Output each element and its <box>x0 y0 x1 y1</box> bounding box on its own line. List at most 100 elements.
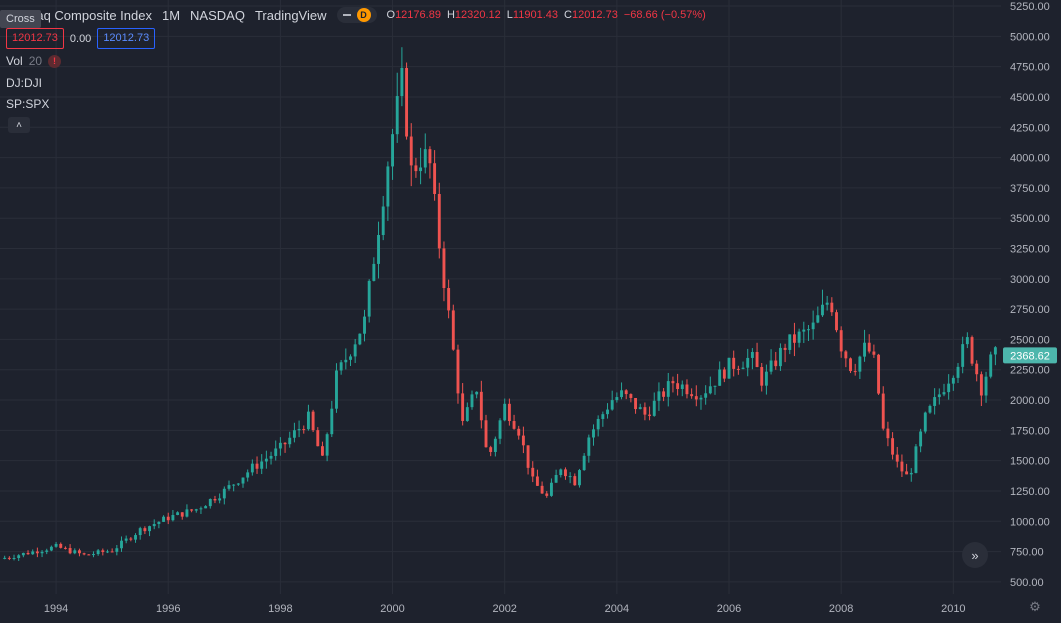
candle-body <box>451 310 455 350</box>
candle-body <box>171 514 175 521</box>
candle-body <box>166 516 170 521</box>
candle-body <box>535 476 539 486</box>
price-boxes: 12012.73 0.00 12012.73 <box>6 28 156 49</box>
compare-symbol-spx[interactable]: SP:SPX <box>6 97 49 111</box>
volume-indicator[interactable]: Vol 20 ! <box>6 54 62 68</box>
candle-body <box>218 498 222 501</box>
candles <box>3 47 997 561</box>
candle-body <box>624 390 628 395</box>
candle-body <box>311 411 315 431</box>
candle-body <box>306 411 310 430</box>
candle-body <box>732 357 736 369</box>
candle-body <box>227 485 231 489</box>
candle-body <box>35 551 39 554</box>
candle-body <box>676 383 680 389</box>
warning-icon[interactable]: ! <box>48 54 62 68</box>
chart-legend: Nasdaq Composite Index 1M NASDAQ Trading… <box>6 6 706 24</box>
candle-body <box>564 469 567 477</box>
gear-icon[interactable]: ⚙ <box>1029 599 1041 614</box>
symbol-title[interactable]: Nasdaq Composite Index <box>6 7 152 23</box>
candle-body <box>405 67 409 137</box>
candle-body <box>321 446 324 456</box>
price-tick-label: 500.00 <box>1010 577 1044 589</box>
candle-body <box>339 362 343 371</box>
candle-body <box>792 334 796 343</box>
interval-label[interactable]: 1M <box>161 7 181 23</box>
candle-body <box>391 134 394 167</box>
price-tick-label: 4250.00 <box>1010 122 1050 134</box>
candle-body <box>456 349 460 394</box>
candle-body <box>479 391 483 421</box>
candle-body <box>7 557 11 559</box>
price-tick-label: 2500.00 <box>1010 334 1050 346</box>
buy-price-button[interactable]: 12012.73 <box>97 28 156 49</box>
candle-body <box>250 463 254 473</box>
candle-body <box>979 374 983 396</box>
price-tick-label: 750.00 <box>1010 547 1044 559</box>
candle-body <box>961 344 965 367</box>
candle-body <box>395 96 399 135</box>
candle-body <box>269 455 273 459</box>
chevron-up-icon: ˄ <box>16 119 22 131</box>
time-axis: 1994 1996 1998 2000 2002 2004 2006 2008 2010 <box>44 603 966 615</box>
price-tick-label: 4500.00 <box>1010 92 1050 104</box>
price-tick-label: 1250.00 <box>1010 486 1050 498</box>
data-source-badge[interactable]: D <box>336 7 377 23</box>
candle-body <box>82 553 86 555</box>
candle-body <box>951 377 955 384</box>
candle-body <box>643 407 647 415</box>
candle-body <box>554 475 558 483</box>
collapse-legend-button[interactable]: ˄ <box>8 117 30 133</box>
candle-body <box>615 397 619 401</box>
candle-body <box>620 390 623 398</box>
candle-body <box>344 359 348 363</box>
candle-body <box>199 508 203 510</box>
exchange-label: NASDAQ <box>190 7 245 23</box>
last-price-label: 2368.62 <box>1010 350 1050 362</box>
candle-body <box>606 409 609 415</box>
candle-body <box>447 288 451 311</box>
sell-price-button[interactable]: 12012.73 <box>6 28 64 49</box>
candle-body <box>708 386 712 394</box>
candle-body <box>297 429 301 431</box>
candle-body <box>853 371 857 373</box>
candle-body <box>531 467 535 477</box>
candle-body <box>489 447 493 452</box>
provider-label: TradingView <box>254 7 327 23</box>
candle-body <box>596 418 600 430</box>
candle-body <box>45 550 49 552</box>
price-tick-label: 1750.00 <box>1010 425 1050 437</box>
candle-body <box>900 461 904 472</box>
compare-symbol-dji[interactable]: DJ:DJI <box>6 76 42 90</box>
candle-body <box>194 509 198 511</box>
candle-body <box>264 458 268 462</box>
candle-body <box>662 391 666 397</box>
candle-body <box>190 509 194 511</box>
candle-body <box>685 384 689 395</box>
candle-body <box>17 555 21 559</box>
price-tick-label: 2000.00 <box>1010 395 1050 407</box>
candle-body <box>975 363 979 375</box>
candle-body <box>919 431 923 447</box>
time-tick-label: 2008 <box>829 603 853 615</box>
candle-body <box>592 429 595 438</box>
candle-body <box>844 351 848 359</box>
candle-body <box>741 367 745 369</box>
candle-body <box>101 550 105 552</box>
price-tick-label: 5000.00 <box>1010 31 1050 43</box>
candle-body <box>124 538 128 541</box>
crosshair-tooltip: Cross <box>0 10 41 28</box>
candle-body <box>671 381 675 384</box>
candle-body <box>891 438 895 455</box>
time-tick-label: 1994 <box>44 603 68 615</box>
candle-body <box>433 163 437 194</box>
candle-body <box>288 437 292 445</box>
candle-body <box>157 521 161 525</box>
candle-body <box>690 394 694 397</box>
scroll-to-realtime-button[interactable]: » <box>962 542 988 568</box>
candle-body <box>835 312 838 331</box>
candle-body <box>648 414 652 416</box>
candle-body <box>87 554 91 556</box>
candle-body <box>830 302 834 313</box>
